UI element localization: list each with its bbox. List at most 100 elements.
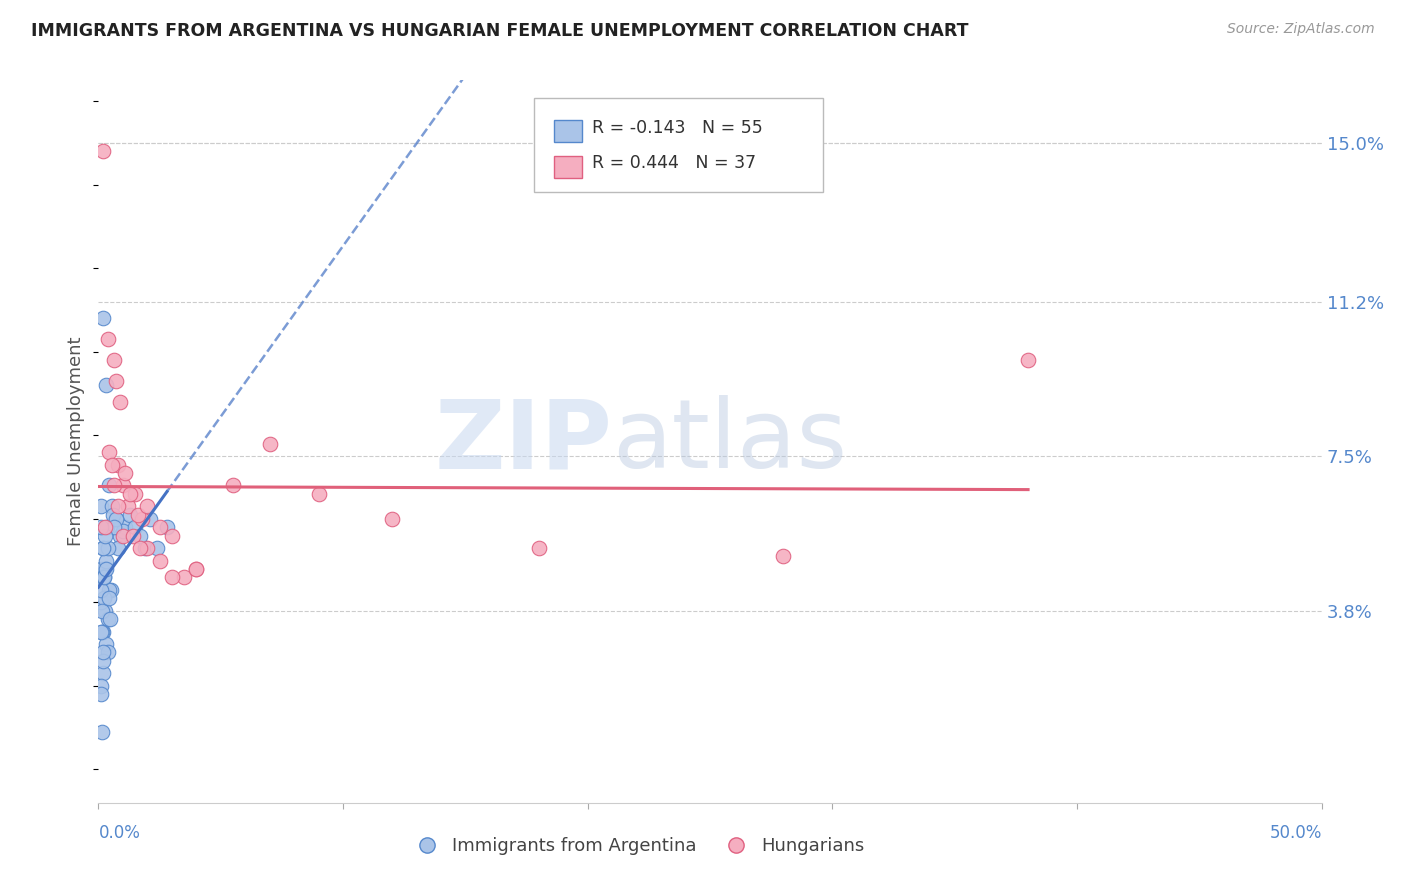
Point (259, 436, 281, 450)
Point (93, 520, 115, 534)
Point (149, 553, 172, 567)
Point (90, 595, 112, 609)
Point (110, 528, 132, 542)
Point (91, 645, 114, 659)
Point (146, 541, 169, 555)
Point (90, 582, 112, 597)
Point (91, 724, 114, 739)
Point (94, 553, 117, 567)
Point (93, 591, 115, 606)
Point (93, 570, 115, 584)
Point (111, 528, 134, 542)
Point (90, 562, 112, 576)
Point (90, 687, 112, 701)
Point (103, 478, 125, 492)
Point (94, 637, 117, 651)
Point (149, 520, 172, 534)
Point (94, 562, 117, 576)
Point (107, 541, 129, 555)
Point (131, 512, 153, 526)
Point (103, 520, 125, 534)
Point (91, 624, 114, 639)
Point (107, 500, 129, 514)
Point (101, 508, 124, 522)
Point (91, 145, 114, 159)
Text: R = -0.143   N = 55: R = -0.143 N = 55 (592, 119, 762, 136)
Point (90, 604, 112, 618)
Point (156, 520, 179, 534)
Point (110, 395, 132, 409)
Point (90, 679, 112, 693)
Text: 50.0%: 50.0% (1270, 823, 1322, 842)
Point (94, 562, 117, 576)
Point (107, 458, 129, 472)
Point (90, 500, 112, 514)
Point (381, 512, 404, 526)
Point (114, 520, 136, 534)
Point (104, 512, 127, 526)
Point (91, 541, 114, 555)
Point (120, 508, 142, 522)
Point (97, 591, 120, 606)
Point (105, 374, 128, 388)
Point (160, 528, 183, 542)
Point (127, 508, 149, 522)
Point (124, 520, 146, 534)
Point (186, 562, 208, 576)
Y-axis label: Female Unemployment: Female Unemployment (67, 337, 86, 546)
Point (98, 478, 121, 492)
Point (96, 562, 118, 576)
Point (93, 570, 115, 584)
Point (97, 541, 120, 555)
Text: Source: ZipAtlas.com: Source: ZipAtlas.com (1227, 22, 1375, 37)
Point (124, 487, 146, 501)
Point (139, 512, 162, 526)
Point (103, 353, 125, 368)
Point (105, 512, 128, 526)
Point (98, 445, 121, 459)
Point (111, 478, 134, 492)
Point (772, 549, 794, 564)
Point (136, 541, 159, 555)
Text: atlas: atlas (612, 395, 848, 488)
Point (90, 520, 112, 534)
Text: R = 0.444   N = 37: R = 0.444 N = 37 (592, 154, 756, 172)
Legend: Immigrants from Argentina, Hungarians: Immigrants from Argentina, Hungarians (401, 830, 872, 863)
Point (100, 582, 122, 597)
Point (97, 332, 120, 346)
Point (114, 466, 136, 480)
Point (94, 528, 117, 542)
Point (91, 654, 114, 668)
Point (129, 528, 152, 542)
Point (120, 487, 142, 501)
Text: IMMIGRANTS FROM ARGENTINA VS HUNGARIAN FEMALE UNEMPLOYMENT CORRELATION CHART: IMMIGRANTS FROM ARGENTINA VS HUNGARIAN F… (31, 22, 969, 40)
Point (308, 487, 330, 501)
Point (91, 541, 114, 555)
Point (117, 500, 139, 514)
Point (93, 604, 115, 618)
Point (91, 570, 114, 584)
Text: 0.0%: 0.0% (98, 823, 141, 842)
Point (121, 528, 143, 542)
Point (173, 570, 195, 584)
Point (90, 624, 112, 639)
Point (91, 311, 114, 326)
Point (94, 378, 117, 392)
Text: ZIP: ZIP (434, 395, 612, 488)
Point (97, 582, 120, 597)
Point (222, 478, 245, 492)
Point (136, 500, 159, 514)
Point (97, 612, 120, 626)
Point (101, 458, 124, 472)
Point (129, 541, 152, 555)
Point (91, 624, 114, 639)
Point (527, 541, 550, 555)
Point (96, 520, 118, 534)
Point (91, 666, 114, 681)
Point (134, 541, 156, 555)
Point (98, 612, 121, 626)
Point (160, 570, 183, 584)
Point (111, 524, 134, 539)
Point (97, 645, 120, 659)
Point (1017, 353, 1039, 368)
